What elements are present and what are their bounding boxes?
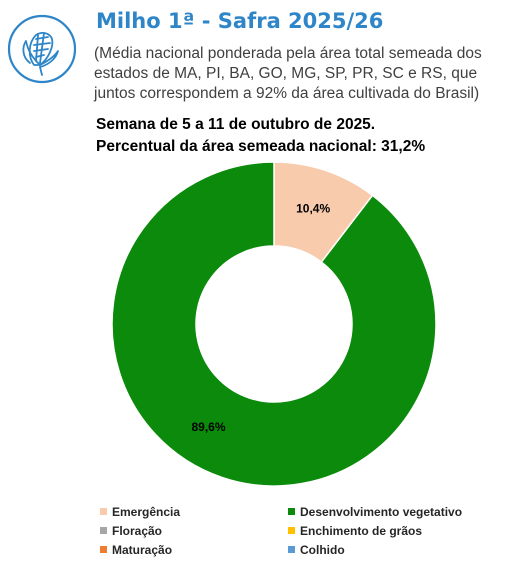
- subtitle: (Média nacional ponderada pela área tota…: [94, 45, 482, 102]
- legend-label: Desenvolvimento vegetativo: [300, 505, 463, 519]
- legend-swatch: [288, 508, 295, 515]
- legend-label: Maturação: [112, 543, 173, 557]
- legend-swatch: [100, 508, 107, 515]
- legend-item-floracao: Floração: [100, 524, 162, 538]
- data-label-emergencia: 10,4%: [296, 201, 330, 215]
- legend-swatch: [288, 546, 295, 553]
- legend-item-desenvolvimento-vegetativo: Desenvolvimento vegetativo: [288, 505, 462, 519]
- legend-swatch: [100, 527, 107, 534]
- legend-item-emergencia: Emergência: [100, 505, 180, 519]
- legend-label: Floração: [112, 524, 163, 538]
- legend-swatch: [288, 527, 295, 534]
- legend-label: Emergência: [112, 505, 181, 519]
- slice-desenvolvimento-vegetativo: [111, 161, 437, 487]
- legend-label: Colhido: [300, 543, 345, 557]
- data-label-desenvolvimento-vegetativo: 89,6%: [191, 420, 225, 434]
- corn-icon: [7, 14, 77, 84]
- legend-label: Enchimento de grãos: [300, 524, 423, 538]
- page-title: Milho 1ª - Safra 2025/26: [96, 9, 384, 33]
- legend-item-maturacao: Maturação: [100, 543, 172, 557]
- legend-item-enchimento-de-graos: Enchimento de grãos: [288, 524, 422, 538]
- legend-swatch: [100, 546, 107, 553]
- week-label: Semana de 5 a 11 de outubro de 2025.: [96, 116, 376, 133]
- legend-item-colhido: Colhido: [288, 543, 345, 557]
- national-pct-label: Percentual da área semeada nacional: 31,…: [96, 138, 426, 155]
